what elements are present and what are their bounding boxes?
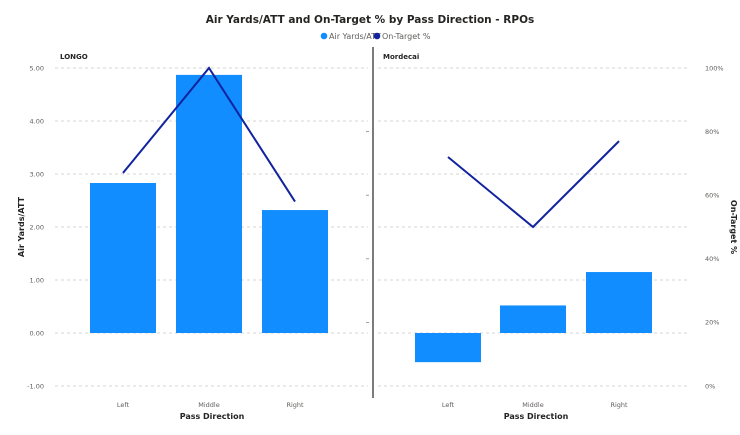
y-axis-title: Air Yards/ATT xyxy=(17,196,26,257)
bar-mordecai-middle xyxy=(500,305,566,333)
y-tick-label: 3.00 xyxy=(30,170,44,178)
x-tick-label: Right xyxy=(610,401,628,409)
y2-tick-label: 0% xyxy=(705,382,715,390)
y2-axis-title: On-Target % xyxy=(729,200,738,254)
x-tick-label: Middle xyxy=(198,401,219,409)
y2-axis-ticks: 0% 20% 40% 60% 80% 100% xyxy=(705,64,724,390)
bar-longo-right xyxy=(262,210,328,333)
bar-longo-left xyxy=(90,183,156,333)
bar-mordecai-right xyxy=(586,272,652,333)
x-axis-ticks: Left Middle Right Left Middle Right xyxy=(117,401,628,409)
legend-marker-on-target xyxy=(373,32,381,40)
x-axis-title-left-panel: Pass Direction xyxy=(180,412,245,421)
bars xyxy=(90,74,652,363)
y-tick-label: -1.00 xyxy=(27,382,44,390)
x-tick-label: Right xyxy=(286,401,304,409)
y-tick-label: 2.00 xyxy=(30,223,44,231)
x-tick-label: Left xyxy=(442,401,455,409)
line-on-target-mordecai xyxy=(447,140,620,229)
y2-tick-label: 80% xyxy=(705,128,719,136)
bar-mordecai-left xyxy=(415,333,481,363)
x-tick-label: Left xyxy=(117,401,130,409)
x-tick-label: Middle xyxy=(522,401,543,409)
line-on-target-longo xyxy=(122,66,296,203)
y-axis-ticks: -1.00 0.00 1.00 2.00 3.00 4.00 5.00 xyxy=(27,64,44,390)
bar-longo-middle xyxy=(176,74,242,333)
y-tick-label: 0.00 xyxy=(30,329,44,337)
lines xyxy=(122,66,620,229)
chart-title: Air Yards/ATT and On-Target % by Pass Di… xyxy=(206,14,535,26)
y-tick-label: 5.00 xyxy=(30,64,44,72)
panel-label-mordecai: Mordecai xyxy=(383,53,419,61)
legend[interactable]: Air Yards/ATT On-Target % xyxy=(320,32,431,41)
y2-tick-label: 100% xyxy=(705,64,724,72)
y2-tick-label: 60% xyxy=(705,192,719,200)
y2-tick-label: 40% xyxy=(705,255,719,263)
legend-label-air-yards: Air Yards/ATT xyxy=(329,32,381,41)
secondary-axis-minor-ticks xyxy=(366,131,369,323)
legend-marker-air-yards xyxy=(320,32,328,40)
x-axis-title-right-panel: Pass Direction xyxy=(504,412,569,421)
y-tick-label: 4.00 xyxy=(30,117,44,125)
panel-label-longo: LONGO xyxy=(60,53,88,61)
legend-label-on-target: On-Target % xyxy=(382,32,431,41)
y2-tick-label: 20% xyxy=(705,319,719,327)
y-tick-label: 1.00 xyxy=(30,276,44,284)
